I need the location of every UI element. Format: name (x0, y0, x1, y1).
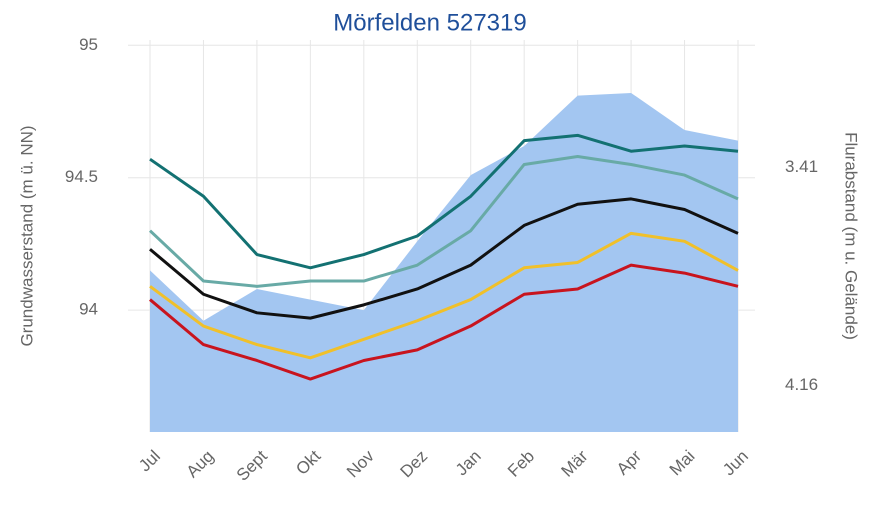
x-tick-label: Apr (613, 446, 645, 478)
y-tick-label: 94.5 (65, 167, 98, 186)
area (150, 92, 738, 433)
line (148, 155, 739, 288)
chart-title: Mörfelden 527319 (333, 9, 526, 36)
x-tick-label: Jun (719, 447, 752, 480)
y-tick-label: 95 (79, 35, 98, 54)
y-tick-label: 94 (79, 300, 98, 319)
y-axis-label: Grundwasserstand (m ü. NN) (17, 125, 36, 346)
x-tick-label: Nov (343, 446, 378, 481)
y2-tick-label: 4.16 (785, 375, 818, 394)
x-tick-label: Jul (135, 447, 164, 476)
y2-axis-label: Flurabstand (m u. Gelände) (842, 132, 861, 340)
x-tick-label: Mär (557, 446, 591, 480)
line (149, 231, 739, 360)
x-tick-label: Dez (396, 447, 431, 482)
x-tick-label: Sept (233, 446, 271, 484)
y2-tick-label: 3.41 (785, 157, 818, 176)
x-tick-label: Jan (452, 447, 485, 480)
line (149, 197, 739, 320)
x-tick-label: Okt (292, 446, 324, 478)
line (149, 263, 739, 381)
x-tick-label: Mai (666, 447, 699, 480)
x-tick-label: Aug (183, 447, 218, 482)
x-tick-label: Feb (504, 447, 538, 481)
line (149, 133, 739, 270)
